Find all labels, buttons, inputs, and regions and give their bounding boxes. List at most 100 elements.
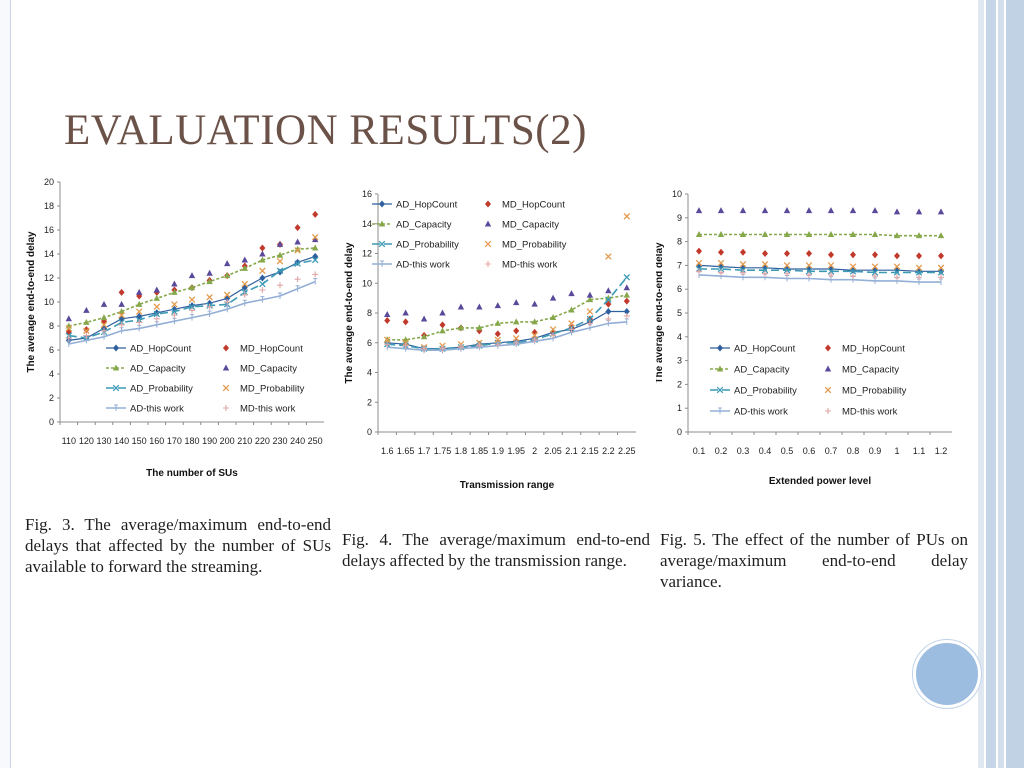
y-tick-label: 4 [367,368,372,378]
legend-label: AD_Probability [396,240,459,251]
data-point-md-capacity [531,300,538,307]
series-md-hopcount [384,297,630,339]
data-point-md-capacity [494,302,501,309]
data-point-md-this-work [850,273,856,280]
y-tick-label: 10 [362,278,372,288]
series-line-ad-probability [699,268,941,274]
legend: AD_HopCount MD_HopCount AD_Capacity MD_Capa… [372,200,567,271]
data-point-ad-probability [171,308,178,315]
data-point-md-this-work [696,268,702,275]
data-point-md-capacity [623,284,630,291]
data-point-ad-probability [717,265,725,273]
series-ad-capacity [65,244,319,329]
series-md-hopcount [696,247,944,260]
legend-label: AD_Probability [734,386,797,397]
data-point-ad-probability [893,269,901,276]
legend-marker [112,364,120,371]
data-point-md-capacity [586,291,594,298]
data-point-md-capacity [893,208,901,215]
data-point-ad-capacity [153,294,160,301]
y-tick-label: 2 [677,379,682,389]
figure-5-panel: 0 1 2 3 4 5 6 7 8 9 10 0.1 0.2 0.3 0.4 0.5 0.6 0.7 0.8 0.9 1… [656,170,962,490]
data-point-ad-probability [605,296,612,303]
data-point-ad-probability [586,315,594,323]
x-tick-label: 1.7 [418,446,431,456]
data-point-ad-capacity [224,272,231,279]
data-point-md-capacity [118,300,125,307]
data-point-md-this-work [916,274,922,281]
data-point-ad-this-work [278,292,282,299]
x-tick-label: 160 [149,436,164,446]
legend-marker [223,344,229,352]
data-point-md-this-work [189,307,195,314]
data-point-md-probability [83,327,90,335]
data-point-md-probability [805,262,813,269]
series-ad-capacity [384,291,630,343]
data-point-md-capacity [783,207,791,214]
data-point-ad-capacity [568,306,575,313]
data-point-md-hopcount [402,318,409,326]
data-point-md-capacity [259,250,266,257]
figure-3-panel: 0 2 4 6 8 10 12 14 16 18 20 110 120 130 140 150 160 170 18… [22,170,332,490]
data-point-md-this-work [277,282,283,289]
legend-item: AD_HopCount [372,200,458,211]
y-tick-label: 3 [677,356,682,366]
legend-label: AD_Capacity [130,364,186,375]
x-tick-label: 0.8 [847,446,860,456]
data-point-md-this-work [894,274,900,281]
data-point-md-capacity [827,207,835,214]
data-point-ad-capacity [531,318,538,325]
x-axis-title: Extended power level [769,476,871,487]
y-tick-label: 6 [49,345,54,355]
y-tick-label: 7 [677,260,682,270]
y-tick-label: 6 [367,338,372,348]
x-tick-label: 0.1 [693,446,706,456]
data-point-md-this-work [762,270,768,277]
legend-marker [114,404,118,411]
data-point-ad-probability [915,269,923,276]
legend-marker [222,384,230,392]
data-point-md-probability [383,336,391,344]
data-point-md-hopcount [513,327,520,335]
data-point-md-probability [761,260,769,268]
x-tick-label: 1 [894,446,899,456]
legend-label: AD-this work [130,404,184,415]
data-point-md-capacity [65,315,72,322]
x-tick-label: 1.95 [507,446,525,456]
data-point-ad-this-work [313,278,318,285]
data-point-md-hopcount [65,328,72,336]
x-tick-label: 0.6 [803,446,816,456]
data-point-md-probability [100,321,108,329]
legend-marker [716,365,724,372]
data-point-ad-capacity [849,230,857,237]
data-point-md-probability [695,259,703,267]
data-point-md-this-work [938,274,944,281]
legend-label: MD_HopCount [842,344,905,355]
data-point-md-capacity [188,272,196,279]
x-tick-label: 1.65 [397,446,415,456]
legend-item: MD_Capacity [824,365,899,376]
legend-item: AD-this work [372,260,450,271]
data-point-md-this-work [65,335,72,341]
data-point-md-capacity [402,309,409,316]
legend-label: MD_HopCount [502,200,565,211]
legend-item: AD_HopCount [710,344,796,355]
y-axis-title: The average end-to-end delay [656,242,665,384]
data-point-ad-capacity [241,264,248,271]
figure-4-chart: 0 2 4 6 8 10 12 14 16 1.6 1.65 1.7 1.75 1.8 1.85 1.9 1.9… [344,189,636,490]
data-point-md-this-work [623,312,630,319]
data-point-md-hopcount [494,330,501,338]
data-point-ad-probability [623,274,631,281]
legend-item: AD_HopCount [106,344,192,355]
data-point-md-this-work [718,269,724,276]
figure-3-chart: 0 2 4 6 8 10 12 14 16 18 20 110 120 130 140 150 160 170 18… [26,177,324,479]
x-tick-label: 2.05 [544,446,562,456]
figure-4-caption: Fig. 4. The average/maximum end-to-end d… [342,530,650,570]
data-point-md-probability [171,301,178,308]
data-point-md-this-work [494,341,501,348]
x-tick-label: 2 [532,446,537,456]
data-point-ad-capacity [695,230,703,237]
legend-label: AD-this work [396,260,450,271]
data-point-md-capacity [241,256,248,263]
legend-item: AD_Capacity [106,364,186,375]
